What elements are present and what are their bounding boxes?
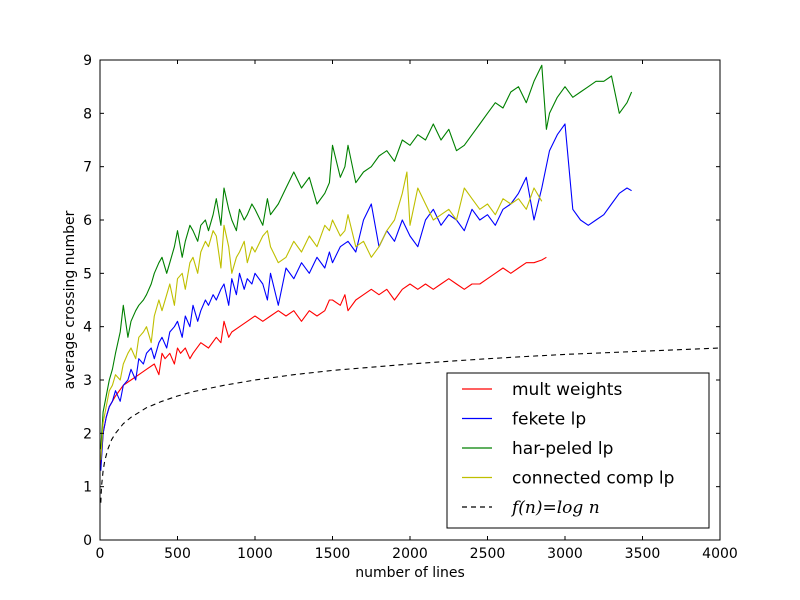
legend-label: connected comp lp	[512, 469, 674, 489]
y-tick-labels: 0 1 2 3 4 5 6 7 8 9	[83, 53, 92, 549]
y-tick-label: 0	[83, 533, 92, 549]
legend-label: har-peled lp	[512, 439, 613, 459]
legend-label: mult weights	[512, 380, 622, 400]
legend-label: f(n)=log n	[510, 498, 600, 518]
y-tick-label: 9	[83, 53, 92, 69]
y-tick-label: 3	[83, 373, 92, 389]
y-tick-label: 8	[83, 106, 92, 122]
y-tick-label: 1	[83, 480, 92, 496]
x-tick-label: 1500	[315, 546, 351, 562]
x-tick-label: 3000	[547, 546, 583, 562]
y-axis-label: average crossing number	[62, 210, 78, 389]
x-tick-labels: 0 500 1000 1500 2000 2500 3000 3500 4000	[96, 546, 738, 562]
x-tick-label: 1000	[237, 546, 273, 562]
series-line-mult-weights	[100, 256, 547, 466]
x-tick-label: 2500	[470, 546, 506, 562]
series-line-har-peled-lp	[100, 64, 633, 450]
series-layer	[100, 64, 721, 503]
y-tick-label: 2	[83, 426, 92, 442]
series-line-fekete-lp	[100, 123, 632, 471]
y-tick-label: 7	[83, 160, 92, 176]
legend-entries: mult weights fekete lp har-peled lp connect…	[462, 380, 674, 518]
legend: mult weights fekete lp har-peled lp connect…	[446, 372, 710, 529]
x-axis-label: number of lines	[355, 565, 465, 581]
y-tick-label: 5	[83, 266, 92, 282]
series-line-connected-comp-lp	[100, 171, 543, 461]
x-tick-label: 500	[164, 546, 191, 562]
x-tick-label: 4000	[702, 546, 738, 562]
legend-label: fekete lp	[512, 410, 586, 430]
ticks-layer	[99, 59, 721, 541]
x-tick-label: 0	[96, 546, 105, 562]
y-tick-label: 6	[83, 213, 92, 229]
series-line-f-n-log-n	[100, 347, 721, 503]
x-tick-label: 3500	[625, 546, 661, 562]
legend-box	[446, 372, 710, 529]
x-tick-label: 2000	[392, 546, 428, 562]
y-tick-label: 4	[83, 320, 92, 336]
